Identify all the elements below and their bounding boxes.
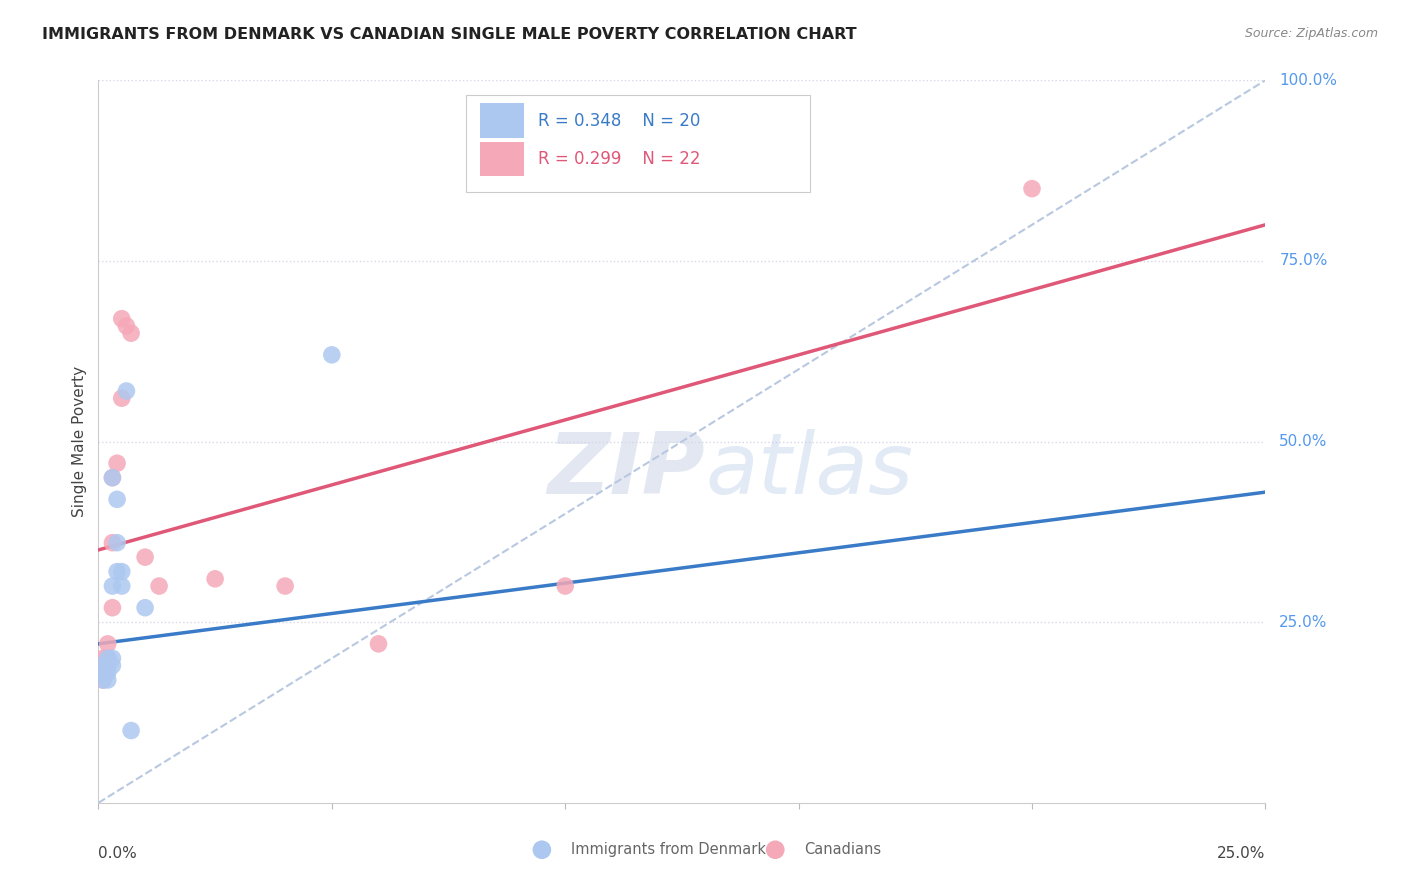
Point bbox=[97, 673, 120, 687]
Point bbox=[97, 658, 120, 673]
Text: 75.0%: 75.0% bbox=[1279, 253, 1327, 268]
FancyBboxPatch shape bbox=[479, 142, 524, 177]
Point bbox=[120, 326, 142, 340]
FancyBboxPatch shape bbox=[465, 95, 810, 193]
Point bbox=[274, 579, 297, 593]
Point bbox=[321, 348, 343, 362]
Y-axis label: Single Male Poverty: Single Male Poverty bbox=[72, 366, 87, 517]
Point bbox=[101, 600, 124, 615]
Text: IMMIGRANTS FROM DENMARK VS CANADIAN SINGLE MALE POVERTY CORRELATION CHART: IMMIGRANTS FROM DENMARK VS CANADIAN SING… bbox=[42, 27, 856, 42]
Text: Immigrants from Denmark: Immigrants from Denmark bbox=[571, 842, 766, 857]
Point bbox=[91, 651, 114, 665]
Text: 25.0%: 25.0% bbox=[1218, 847, 1265, 861]
Point bbox=[120, 723, 142, 738]
Point bbox=[101, 470, 124, 484]
Point bbox=[105, 456, 128, 470]
Point bbox=[115, 318, 138, 333]
Point bbox=[367, 637, 389, 651]
Point bbox=[91, 673, 114, 687]
Point bbox=[101, 535, 124, 549]
Point bbox=[148, 579, 170, 593]
Point bbox=[101, 651, 124, 665]
Text: R = 0.299    N = 22: R = 0.299 N = 22 bbox=[538, 150, 700, 168]
Point bbox=[105, 535, 128, 549]
Text: ZIP: ZIP bbox=[547, 429, 706, 512]
Point bbox=[97, 637, 120, 651]
Point bbox=[1021, 182, 1043, 196]
Point bbox=[101, 470, 124, 484]
Text: atlas: atlas bbox=[706, 429, 914, 512]
Point bbox=[115, 384, 138, 398]
Text: R = 0.348    N = 20: R = 0.348 N = 20 bbox=[538, 112, 700, 129]
Point bbox=[111, 391, 134, 405]
Point bbox=[204, 572, 226, 586]
Point bbox=[111, 311, 134, 326]
Point bbox=[111, 579, 134, 593]
Point bbox=[134, 550, 156, 565]
Text: 50.0%: 50.0% bbox=[1279, 434, 1327, 449]
Point bbox=[91, 665, 114, 680]
Point bbox=[101, 658, 124, 673]
Point bbox=[91, 658, 114, 673]
Point bbox=[91, 665, 114, 680]
Point bbox=[111, 565, 134, 579]
Text: Source: ZipAtlas.com: Source: ZipAtlas.com bbox=[1244, 27, 1378, 40]
Point bbox=[134, 600, 156, 615]
Text: 100.0%: 100.0% bbox=[1279, 73, 1337, 87]
Point bbox=[97, 665, 120, 680]
Point bbox=[91, 673, 114, 687]
Point bbox=[97, 651, 120, 665]
Point bbox=[554, 579, 576, 593]
Point bbox=[97, 651, 120, 665]
Point bbox=[101, 579, 124, 593]
Point bbox=[105, 565, 128, 579]
Point bbox=[105, 492, 128, 507]
Text: 25.0%: 25.0% bbox=[1279, 615, 1327, 630]
Point bbox=[91, 658, 114, 673]
Point bbox=[97, 658, 120, 673]
Text: Canadians: Canadians bbox=[804, 842, 882, 857]
FancyBboxPatch shape bbox=[479, 103, 524, 138]
Text: 0.0%: 0.0% bbox=[98, 847, 138, 861]
